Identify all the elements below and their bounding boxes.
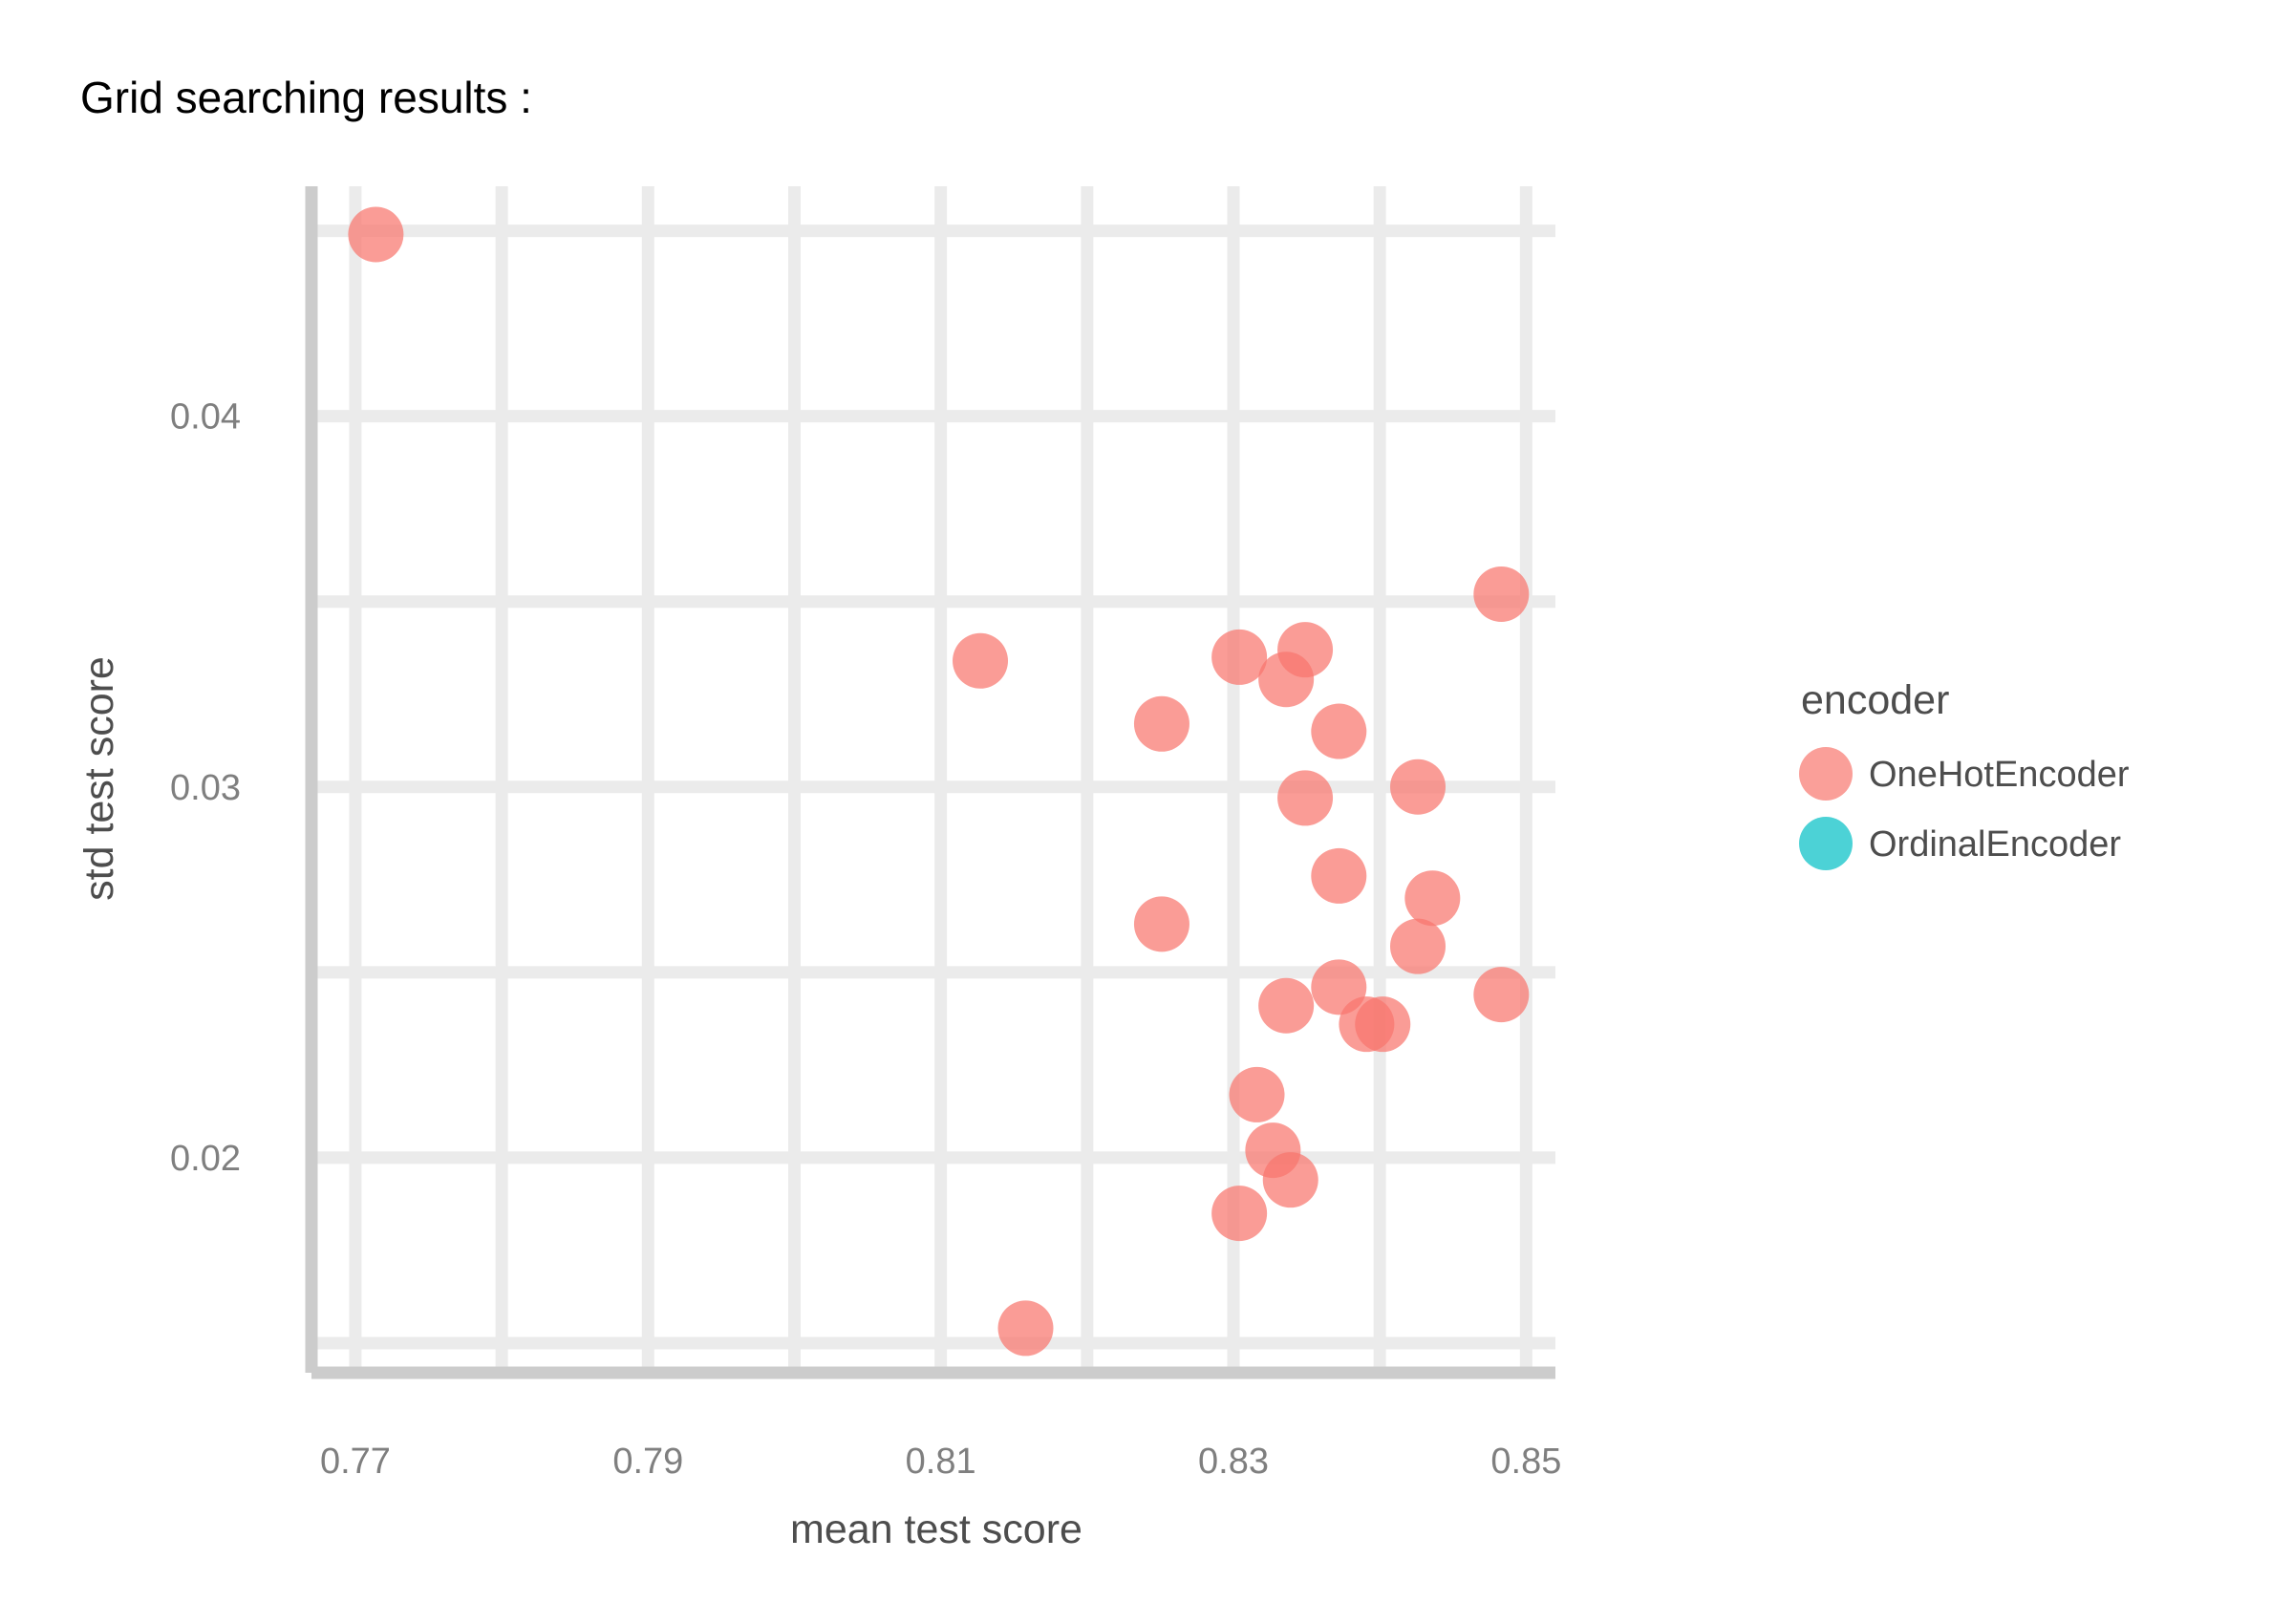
data-point <box>1390 759 1447 815</box>
legend: encoder OneHotEncoder OrdinalEncoder <box>1799 677 2130 870</box>
legend-label: OrdinalEncoder <box>1869 824 2121 865</box>
y-tick-label: 0.02 <box>170 1139 241 1179</box>
legend-label: OneHotEncoder <box>1869 755 2130 795</box>
data-point <box>1262 1152 1318 1208</box>
data-point <box>1277 770 1334 826</box>
legend-entries: OneHotEncoder OrdinalEncoder <box>1799 747 2130 870</box>
x-axis-title: mean test score <box>790 1506 1082 1552</box>
data-point <box>997 1300 1054 1357</box>
minor-gridlines <box>311 186 1555 1373</box>
data-points <box>348 206 1530 1357</box>
data-point <box>1258 977 1315 1034</box>
data-point <box>1311 847 1367 904</box>
data-point <box>1404 870 1461 927</box>
y-axis-ticks: 0.02 0.03 0.04 <box>170 397 241 1179</box>
y-tick-label: 0.03 <box>170 768 241 808</box>
x-tick-label: 0.77 <box>320 1442 391 1482</box>
x-tick-label: 0.79 <box>612 1442 683 1482</box>
x-tick-label: 0.83 <box>1198 1442 1269 1482</box>
data-point <box>1133 695 1189 752</box>
legend-key <box>1799 817 1853 870</box>
data-point <box>1473 967 1530 1023</box>
data-point <box>1133 896 1189 952</box>
data-point <box>1311 703 1367 759</box>
data-point <box>1355 996 1411 1053</box>
data-point <box>1211 629 1268 685</box>
x-axis-ticks: 0.77 0.79 0.81 0.83 0.85 <box>320 1442 1561 1482</box>
data-point <box>1211 1186 1268 1242</box>
data-point <box>348 206 404 263</box>
data-point <box>1229 1066 1285 1122</box>
x-tick-label: 0.81 <box>906 1442 976 1482</box>
y-tick-label: 0.04 <box>170 397 241 438</box>
data-point <box>1390 918 1447 974</box>
axes <box>305 186 1555 1379</box>
data-point <box>1473 566 1530 622</box>
data-point <box>953 632 1009 689</box>
x-tick-label: 0.85 <box>1490 1442 1561 1482</box>
y-axis-title: std test score <box>76 656 122 901</box>
legend-title: encoder <box>1801 677 1949 723</box>
legend-key <box>1799 747 1853 801</box>
data-point <box>1258 652 1315 708</box>
major-gridlines <box>311 186 1555 1373</box>
chart-title: Grid searching results : <box>80 73 532 122</box>
